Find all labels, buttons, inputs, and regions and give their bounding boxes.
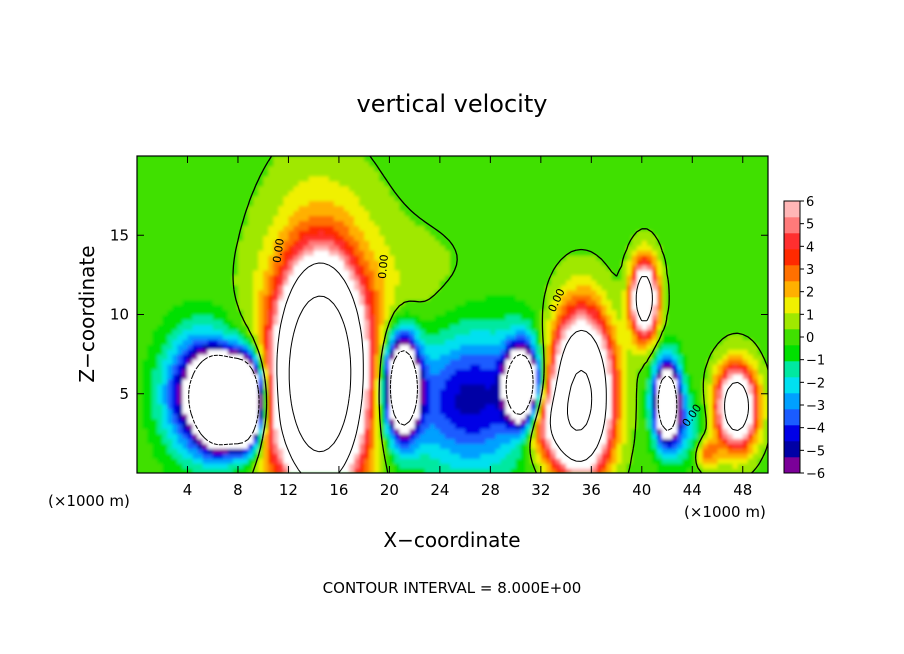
x-tick-label: 20	[380, 481, 399, 499]
colorbar-tick-label: 5	[806, 218, 814, 233]
colorbar-swatch	[784, 361, 800, 378]
plot-area: 0.000.000.000.00	[136, 155, 769, 474]
contour-interval-note: CONTOUR INTERVAL = 8.000E+00	[323, 579, 582, 597]
colorbar-tick-label: −2	[806, 376, 825, 391]
x-tick-label: 40	[632, 481, 651, 499]
colorbar-swatch	[784, 201, 800, 218]
contour-lines	[188, 156, 768, 473]
colorbar-swatch	[784, 425, 800, 442]
y-axis-label: Z−coordinate	[75, 245, 99, 382]
y-tick-label: 10	[110, 306, 129, 324]
colorbar-swatch	[784, 329, 800, 346]
colorbar-tick-label: 4	[806, 240, 814, 255]
colorbar-swatch	[784, 233, 800, 250]
x-tick-label: 16	[329, 481, 348, 499]
colorbar-swatch	[784, 377, 800, 394]
colorbar-swatch	[784, 345, 800, 362]
colorbar-tick-label: 6	[806, 195, 814, 210]
colorbar-swatch	[784, 457, 800, 474]
x-tick-label: 24	[430, 481, 449, 499]
x-tick-label: 8	[233, 481, 243, 499]
colorbar-tick-label: 2	[806, 286, 814, 301]
y-tick-label: 15	[110, 226, 129, 244]
contour-line	[232, 156, 768, 473]
colorbar-tick-label: −6	[806, 467, 825, 482]
contour-line	[288, 295, 593, 453]
x-tick-label: 36	[582, 481, 601, 499]
contour-line	[188, 350, 678, 446]
velocity-field	[137, 156, 768, 473]
x-tick-label: 32	[531, 481, 550, 499]
chart-title: vertical velocity	[357, 90, 548, 118]
contour-label: 0.00	[271, 238, 287, 264]
x-unit-left: (×1000 m)	[48, 492, 130, 510]
colorbar-swatch	[784, 217, 800, 234]
x-tick-label: 12	[279, 481, 298, 499]
x-axis-label: X−coordinate	[383, 528, 520, 552]
colorbar-swatch	[784, 265, 800, 282]
contour-line	[276, 262, 749, 473]
colorbar-swatch	[784, 313, 800, 330]
colorbar-swatch	[784, 297, 800, 314]
colorbar-tick-label: 1	[806, 308, 814, 323]
x-tick-label: 44	[683, 481, 702, 499]
contour-label: 0.00	[376, 254, 391, 280]
x-tick-label: 4	[183, 481, 193, 499]
x-unit-right: (×1000 m)	[684, 503, 766, 521]
colorbar-tick-label: 3	[806, 263, 814, 278]
x-tick-label: 48	[733, 481, 752, 499]
colorbar-tick-label: 0	[806, 331, 814, 346]
colorbar-swatch	[784, 441, 800, 458]
colorbar-swatch	[784, 281, 800, 298]
colorbar-swatch	[784, 409, 800, 426]
y-tick-label: 5	[119, 385, 129, 403]
x-axis: 4 8 12 16 20 24 28 32 36 40 44 48	[183, 156, 752, 499]
y-axis: 5 10 15	[110, 226, 768, 403]
colorbar-swatch	[784, 393, 800, 410]
x-tick-label: 28	[481, 481, 500, 499]
colorbar-tick-label: −4	[806, 422, 825, 437]
colorbar: 6 5 4 3 2 1 0 −1 −2 −3 −4 −5 −6	[783, 195, 825, 482]
colorbar-swatch	[784, 249, 800, 266]
colorbar-tick-label: −3	[806, 399, 825, 414]
colorbar-tick-label: −5	[806, 444, 825, 459]
colorbar-tick-label: −1	[806, 354, 825, 369]
